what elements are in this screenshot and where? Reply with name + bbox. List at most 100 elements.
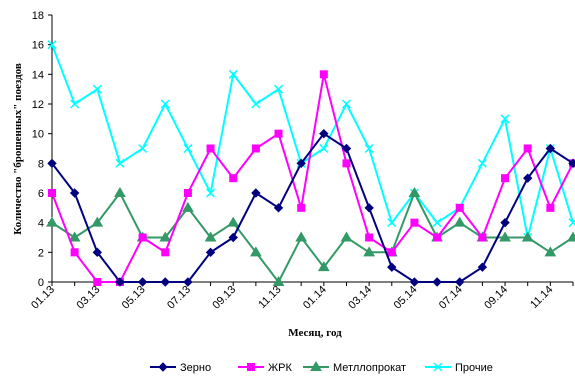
- legend-label: ЖРК: [268, 362, 292, 374]
- data-point-square: [70, 248, 79, 257]
- series-line: [51, 74, 574, 283]
- data-point-diamond: [455, 277, 465, 287]
- data-point-triangle: [46, 216, 58, 227]
- data-point-cross: [92, 84, 102, 94]
- y-tick-label: 0: [38, 277, 44, 289]
- data-point-square: [523, 144, 532, 153]
- data-point-diamond: [522, 173, 533, 183]
- data-point-cross: [568, 218, 575, 228]
- x-tick-label: 05.14: [392, 284, 420, 312]
- data-point-diamond: [273, 203, 284, 213]
- x-axis-title: Месяц, год: [288, 327, 342, 339]
- data-point-diamond: [92, 247, 103, 258]
- data-point-triangle: [310, 361, 322, 371]
- data-point-diamond: [341, 143, 352, 154]
- data-point-cross: [160, 99, 170, 109]
- data-point-diamond: [545, 143, 556, 154]
- data-point-diamond: [47, 158, 57, 169]
- x-tick-labels: 01.13 03.13 05.13 07.13 09.13 11.13 01.14 03.14…: [29, 284, 555, 312]
- data-point-diamond: [158, 362, 168, 372]
- data-point-diamond: [319, 128, 329, 139]
- data-point-diamond: [69, 188, 80, 198]
- data-point-triangle: [363, 246, 376, 257]
- data-point-square: [478, 233, 487, 242]
- data-point-cross: [47, 40, 57, 50]
- data-point-cross: [115, 158, 125, 168]
- data-point-square: [138, 233, 147, 242]
- y-tick-label: 12: [32, 99, 44, 111]
- data-point-square: [455, 203, 464, 212]
- legend-item-4: Прочие: [425, 362, 493, 374]
- x-tick-label: 03.14: [346, 284, 374, 312]
- data-point-diamond: [477, 262, 488, 272]
- x-tick-label: 11.13: [256, 284, 283, 311]
- data-point-square: [387, 248, 396, 257]
- x-tick-label: 07.13: [165, 284, 193, 312]
- data-point-triangle: [182, 201, 194, 212]
- data-point-square: [206, 144, 215, 153]
- x-tick-label: 01.14: [301, 284, 329, 312]
- x-tick-label: 01.13: [29, 284, 57, 312]
- data-point-triangle: [499, 231, 511, 242]
- series-2: [48, 70, 575, 286]
- data-point-triangle: [91, 216, 104, 227]
- data-point-diamond: [160, 277, 170, 287]
- data-point-square: [247, 363, 255, 371]
- data-point-square: [183, 189, 192, 197]
- data-point-cross: [364, 143, 374, 154]
- data-point-diamond: [205, 247, 216, 258]
- data-point-square: [297, 203, 306, 212]
- data-point-cross: [432, 218, 442, 228]
- data-point-triangle: [295, 231, 308, 242]
- data-point-diamond: [251, 188, 261, 198]
- y-tick-label: 10: [32, 129, 44, 141]
- data-point-cross: [70, 99, 80, 109]
- data-point-triangle: [544, 246, 557, 257]
- data-point-diamond: [228, 232, 238, 243]
- data-point-triangle: [272, 276, 285, 286]
- data-point-square: [319, 70, 328, 79]
- data-point-cross: [183, 143, 193, 154]
- x-tick-label: 05.13: [120, 284, 148, 312]
- data-point-square: [410, 218, 419, 227]
- y-tick-label: 18: [32, 10, 44, 22]
- data-point-triangle: [204, 231, 217, 242]
- y-tick-label: 6: [38, 188, 44, 200]
- data-point-cross: [228, 69, 238, 79]
- data-point-diamond: [409, 277, 420, 287]
- data-point-diamond: [296, 158, 306, 169]
- y-axis-title: Количество "брошенных" поездов: [12, 63, 24, 235]
- data-point-diamond: [568, 158, 575, 169]
- data-point-square: [433, 233, 442, 242]
- data-point-diamond: [500, 217, 510, 228]
- legend-label: Зерно: [180, 362, 211, 374]
- data-point-diamond: [115, 277, 125, 287]
- data-point-square: [501, 174, 510, 183]
- data-point-square: [229, 174, 238, 183]
- data-point-square: [48, 189, 56, 197]
- legend-item-3: Метллопрокат: [303, 361, 406, 374]
- legend-label: Метллопрокат: [333, 362, 406, 374]
- x-tick-label: 03.13: [74, 284, 102, 312]
- data-point-square: [342, 159, 351, 168]
- data-point-diamond: [183, 277, 193, 287]
- data-point-square: [365, 233, 374, 242]
- data-point-cross: [251, 99, 261, 109]
- data-point-cross: [273, 84, 284, 94]
- data-point-cross: [341, 99, 352, 109]
- series-group: [46, 40, 575, 287]
- data-point-triangle: [408, 187, 421, 197]
- data-point-cross: [500, 114, 510, 124]
- legend-item-1: Зерно: [150, 362, 211, 374]
- data-point-cross: [138, 143, 148, 154]
- y-tick-label: 4: [38, 218, 44, 230]
- data-point-square: [251, 144, 260, 153]
- x-tick-label: 09.13: [210, 284, 238, 312]
- x-tick-label: 07.14: [437, 284, 465, 312]
- series-1: [47, 128, 575, 287]
- data-point-square: [546, 203, 555, 212]
- data-point-triangle: [68, 231, 81, 242]
- y-tick-label: 8: [38, 158, 44, 170]
- legend: Зерно ЖРК Метллопрокат Прочие: [150, 361, 493, 374]
